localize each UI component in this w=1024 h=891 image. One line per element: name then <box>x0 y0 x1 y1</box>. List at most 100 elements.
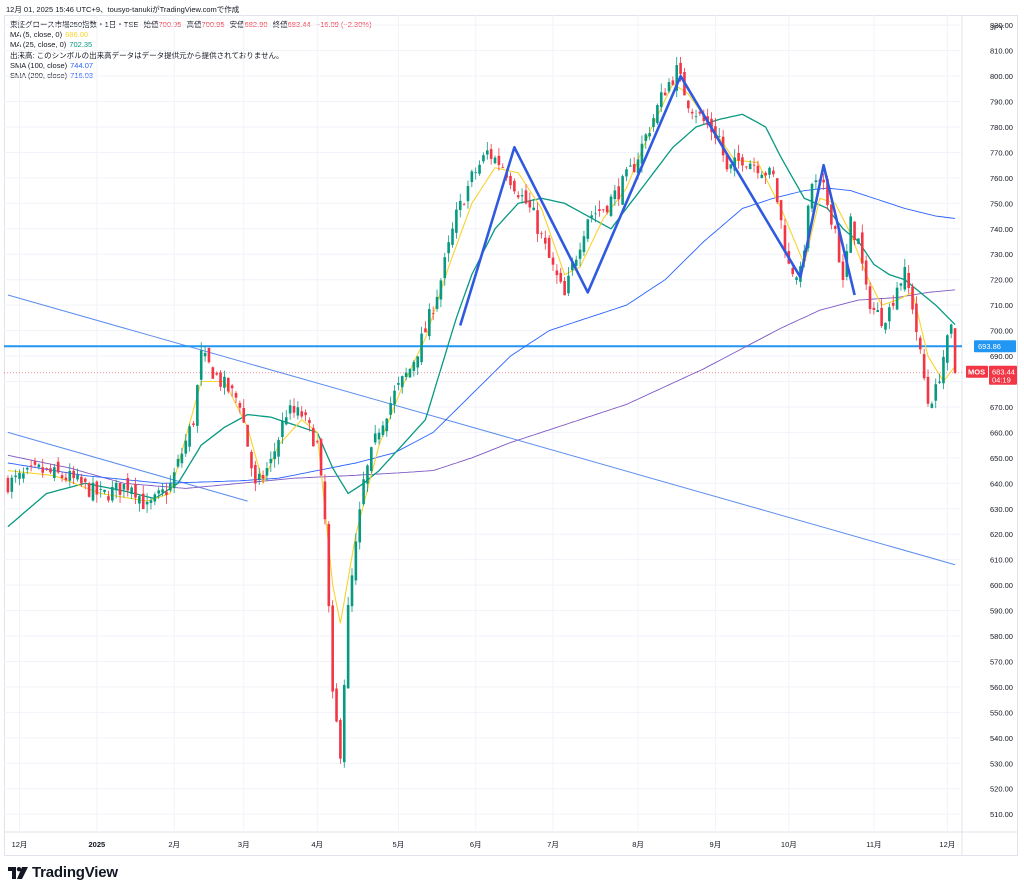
candle <box>53 463 56 482</box>
candle-body <box>45 468 48 469</box>
indicator-volume[interactable]: 出来高: このシンボルの出来高データはデータ提供元から提供されておりません。 <box>10 51 372 61</box>
candle <box>520 188 524 204</box>
candle-body <box>814 180 818 183</box>
candle-body <box>455 209 458 233</box>
candle-body <box>571 262 574 271</box>
candle-body <box>312 427 315 447</box>
candle-body <box>625 169 628 177</box>
candle <box>226 377 230 394</box>
candle <box>304 409 307 422</box>
candle-body <box>199 350 203 380</box>
symbol-ohlc-line[interactable]: 東証グロース市場250指数・1日・TSE 始値700.95 高値700.95 安… <box>10 20 372 30</box>
candle-body <box>416 356 420 368</box>
candle-body <box>111 486 114 501</box>
candle <box>667 78 671 94</box>
candle-body <box>826 179 829 206</box>
candle-body <box>659 92 663 108</box>
indicator-sma200[interactable]: SMA (200, close) 716.03 <box>10 71 372 81</box>
candle <box>366 464 369 493</box>
candle <box>946 334 949 371</box>
candle <box>408 368 412 379</box>
candle <box>613 184 617 206</box>
candle <box>814 174 818 190</box>
candle <box>833 224 837 234</box>
candle-body <box>853 221 856 241</box>
candle <box>412 360 416 377</box>
candle <box>6 475 10 495</box>
candle-body <box>636 159 640 174</box>
candle-body <box>335 688 338 722</box>
candle <box>327 521 331 613</box>
candle <box>590 210 593 223</box>
candle-body <box>578 249 582 259</box>
candle-body <box>346 604 350 689</box>
candle <box>41 458 45 478</box>
candle <box>891 295 895 310</box>
candle <box>308 417 311 432</box>
candle-body <box>265 468 269 476</box>
candle <box>176 454 180 469</box>
candle <box>868 282 872 314</box>
candle <box>543 230 547 250</box>
price-tag-bg <box>966 365 988 378</box>
candle <box>632 157 636 173</box>
horizontal-lines[interactable] <box>4 345 962 374</box>
time-tick-label: 5月 <box>393 840 405 849</box>
candle <box>223 370 226 395</box>
candle <box>234 391 238 404</box>
candle-body <box>764 172 767 176</box>
candle-body <box>733 157 737 171</box>
candle <box>876 302 880 313</box>
candle-body <box>134 484 137 498</box>
candle-body <box>165 491 168 496</box>
candle <box>377 428 381 445</box>
indicator-ma5[interactable]: MA (5, close, 0) 686.00 <box>10 30 372 40</box>
candle <box>733 149 737 177</box>
candle <box>145 493 149 513</box>
price-tick-label: 540.00 <box>990 734 1013 743</box>
grid-lines <box>4 15 962 832</box>
candle-body <box>366 465 369 484</box>
price-tick-label: 700.00 <box>990 327 1013 336</box>
open-label: 始値 <box>143 20 159 29</box>
pattern-drawing[interactable] <box>458 74 856 326</box>
candle-body <box>938 381 941 383</box>
trendlines[interactable] <box>7 294 956 566</box>
candle <box>586 218 590 243</box>
candle-body <box>350 575 354 607</box>
currency-label[interactable]: JPY <box>990 23 1004 32</box>
candle <box>161 482 164 497</box>
candle <box>899 282 903 291</box>
candle <box>172 467 176 494</box>
candle-body <box>83 478 87 482</box>
candle-body <box>37 464 41 467</box>
price-tag-symbol: MOS <box>968 368 985 377</box>
candle <box>737 144 740 169</box>
candle <box>598 200 601 217</box>
indicator-sma100[interactable]: SMA (100, close) 744.07 <box>10 61 372 71</box>
candle-body <box>56 461 60 473</box>
tradingview-logo[interactable]: TradingView <box>8 864 118 881</box>
candles <box>6 56 957 768</box>
indicator-ma25[interactable]: MA (25, close, 0) 702.35 <box>10 40 372 50</box>
candle <box>25 466 29 475</box>
candle-body <box>532 207 535 211</box>
candle-body <box>555 270 559 276</box>
price-axis[interactable]: 510.00 520.00 530.00 540.00 550.00 560.00 570.… <box>990 21 1013 819</box>
candle <box>888 303 891 329</box>
candle-body <box>748 163 752 170</box>
candle-body <box>833 226 837 229</box>
candle-body <box>737 152 740 161</box>
candle-body <box>772 170 775 175</box>
candle <box>559 267 563 284</box>
candle-body <box>509 175 512 186</box>
candle-body <box>234 393 238 398</box>
time-tick-label: 8月 <box>632 840 644 849</box>
candle-body <box>300 411 304 417</box>
candle-body <box>397 383 400 385</box>
candle-body <box>934 384 938 401</box>
candle-body <box>729 164 733 169</box>
time-axis[interactable]: 12月 2025 2月 3月 4月 5月 6月 7月 8月 9月 10月 11月 12月 <box>12 840 956 849</box>
candle-body <box>810 183 814 209</box>
